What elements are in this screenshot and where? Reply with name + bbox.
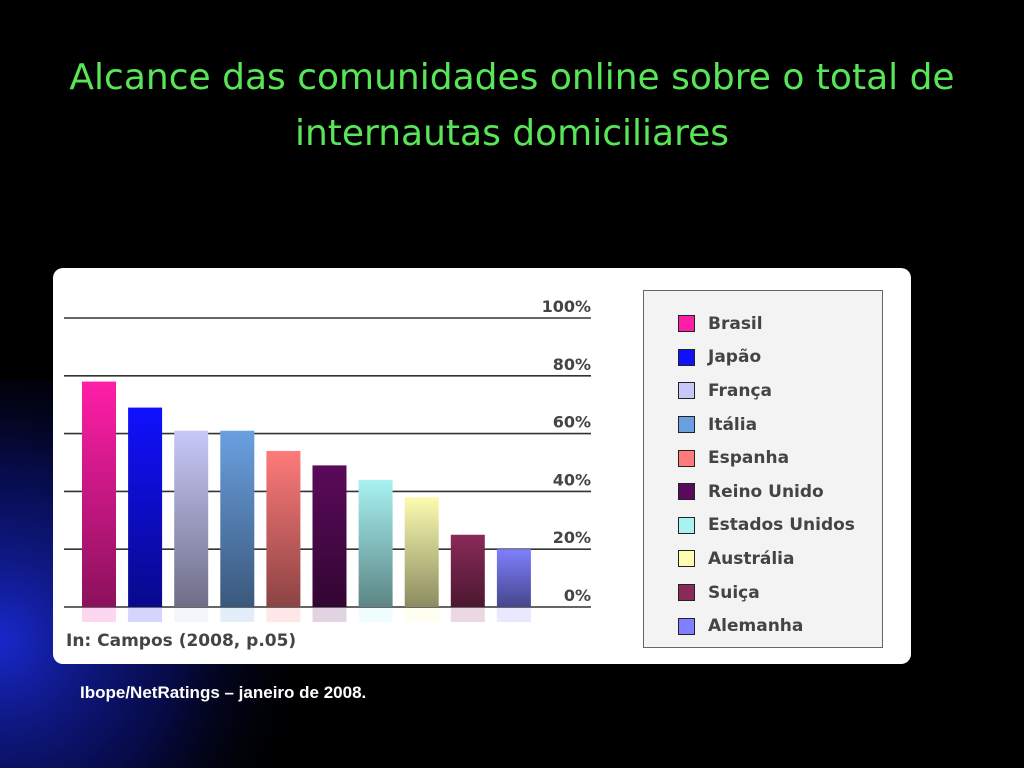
bar-suiça xyxy=(450,534,485,607)
bar-reflection xyxy=(358,608,393,622)
legend-item: Japão xyxy=(678,341,882,375)
bar-reflection xyxy=(312,608,347,622)
y-tick-label: 20% xyxy=(553,528,591,547)
legend-label: Japão xyxy=(708,347,762,368)
slide-caption: Ibope/NetRatings – janeiro de 2008. xyxy=(80,683,367,702)
bar-brasil xyxy=(82,381,116,607)
bar-reflection xyxy=(220,608,255,622)
legend-item: Espanha xyxy=(678,441,882,475)
legend-label: França xyxy=(708,380,773,401)
bar-itália xyxy=(220,430,255,607)
legend-item: França xyxy=(678,374,882,408)
legend-swatch xyxy=(678,416,695,434)
bar-estados-unidos xyxy=(358,479,393,607)
legend-label: Alemanha xyxy=(708,616,804,637)
y-tick-label: 100% xyxy=(542,297,591,316)
bar-alemanha xyxy=(496,549,531,607)
legend-label: Espanha xyxy=(708,448,790,469)
bar-reflection xyxy=(450,608,485,622)
y-tick-label: 40% xyxy=(553,470,591,489)
legend-swatch xyxy=(678,617,695,635)
bar-reflection xyxy=(174,608,209,622)
chart-source-note: In: Campos (2008, p.05) xyxy=(66,631,297,651)
bar-reflection xyxy=(496,608,531,622)
legend-label: Suiça xyxy=(708,582,760,603)
legend-item: Reino Unido xyxy=(678,475,882,509)
legend-item: Suiça xyxy=(678,576,882,610)
bar-reflection xyxy=(266,608,301,622)
legend-item: Alemanha xyxy=(678,609,882,643)
bar-reino-unido xyxy=(312,465,347,607)
legend-item: Austrália xyxy=(678,542,882,576)
legend-item: Estados Unidos xyxy=(678,509,882,543)
legend-item: Itália xyxy=(678,408,882,442)
bar-frança xyxy=(174,430,209,607)
bar-chart: 100% 80% 60% 40% 20% 0% xyxy=(64,297,591,622)
y-tick-label: 60% xyxy=(553,413,591,432)
legend-label: Reino Unido xyxy=(708,481,824,502)
chart-panel: 100% 80% 60% 40% 20% 0% In: Campos (2008, p.0… xyxy=(53,268,911,664)
legend-item: Brasil xyxy=(678,307,882,341)
bar-reflection xyxy=(82,608,116,622)
legend-swatch xyxy=(678,382,695,400)
legend-swatch xyxy=(678,449,695,467)
chart-legend: Brasil Japão França Itália Espanha Reino Unid… xyxy=(643,290,883,648)
legend-label: Estados Unidos xyxy=(708,515,855,536)
legend-swatch xyxy=(678,348,695,366)
legend-label: Brasil xyxy=(708,313,763,334)
legend-label: Itália xyxy=(708,414,758,435)
legend-swatch xyxy=(678,584,695,602)
legend-swatch xyxy=(678,483,695,501)
bar-espanha xyxy=(266,450,301,607)
bar-austrália xyxy=(404,497,439,607)
bar-japão xyxy=(128,407,163,607)
bar-reflection xyxy=(128,608,163,622)
y-tick-label: 80% xyxy=(553,355,591,374)
bar-reflection xyxy=(404,608,439,622)
legend-swatch xyxy=(678,315,695,333)
slide-title: Alcance das comunidades online sobre o t… xyxy=(69,57,955,154)
legend-swatch xyxy=(678,550,695,568)
legend-swatch xyxy=(678,516,695,534)
y-tick-label: 0% xyxy=(564,586,591,605)
legend-label: Austrália xyxy=(708,548,795,569)
